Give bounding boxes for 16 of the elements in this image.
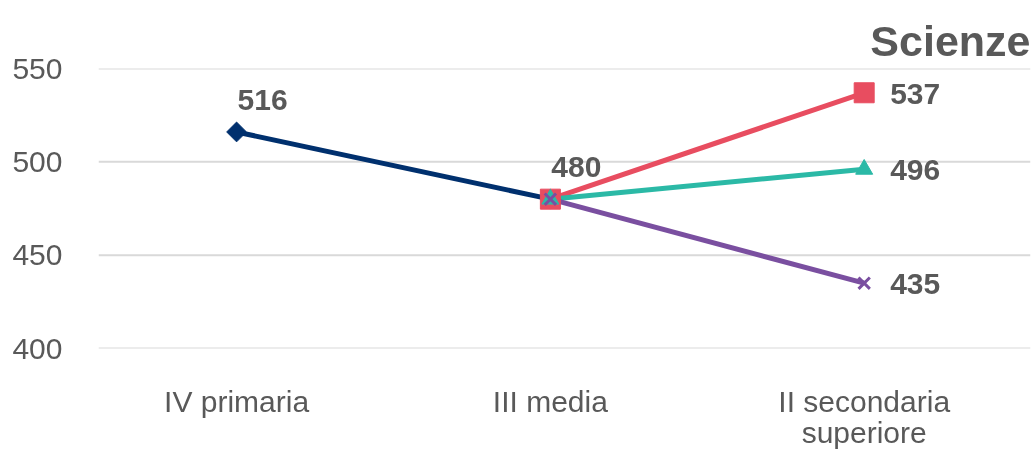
x-tick-label: II secondaria superiore	[778, 384, 951, 449]
data-label: 496	[890, 153, 941, 187]
y-tick-label: 450	[12, 238, 63, 272]
data-label: 537	[890, 76, 941, 110]
data-label: 480	[551, 150, 602, 184]
data-label: 516	[237, 82, 288, 116]
y-tick-label: 550	[12, 51, 63, 85]
x-tick-label: IV primaria	[164, 384, 310, 418]
y-tick-label: 400	[12, 331, 63, 365]
x-tick-label: III media	[492, 384, 609, 418]
point	[853, 82, 875, 104]
point	[226, 121, 247, 143]
chart-title: Scienze	[870, 16, 1031, 65]
y-tick-label: 500	[12, 144, 63, 178]
point	[857, 276, 872, 291]
data-label: 435	[890, 267, 941, 301]
